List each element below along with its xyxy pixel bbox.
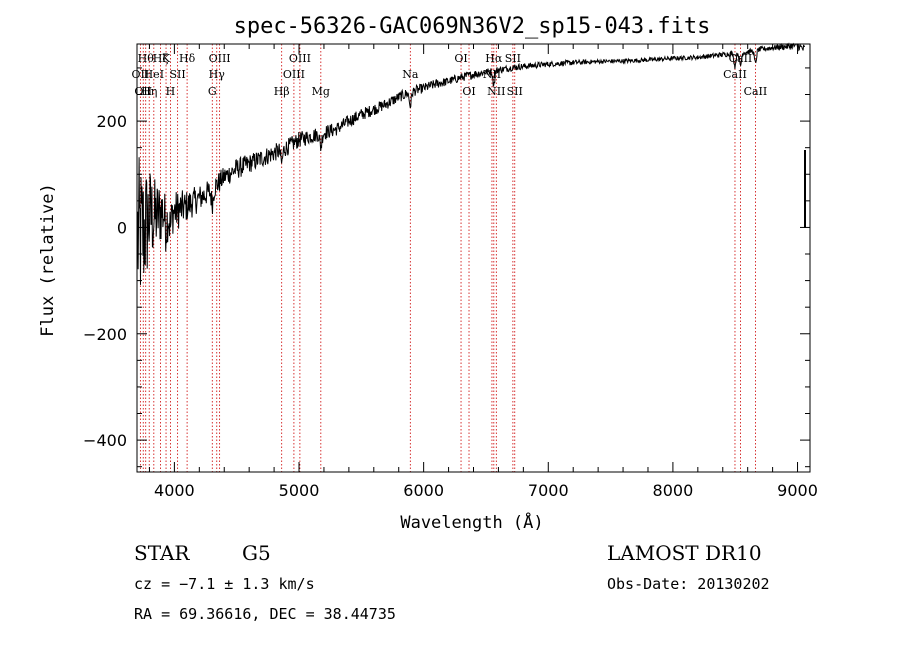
line-label: G xyxy=(208,85,217,98)
line-label: NII xyxy=(487,85,505,98)
line-label: CaII xyxy=(729,52,753,65)
x-ticks: 4000 5000 6000 7000 8000 9000 xyxy=(148,44,818,500)
line-label: Hθ xyxy=(138,52,155,65)
line-labels: OIIOIIHθHηHeIHζKHSIIHδGHγOIIIHβOIIIOIIIM… xyxy=(132,52,768,98)
survey-name: LAMOST DR10 xyxy=(607,541,762,565)
line-label: Hα xyxy=(485,52,503,65)
y-tick-label: 0 xyxy=(117,218,127,237)
line-label: Hη xyxy=(141,85,157,98)
x-tick-label: 7000 xyxy=(528,481,569,500)
line-label: K xyxy=(162,52,171,65)
x-tick-label: 6000 xyxy=(403,481,444,500)
line-label: SII xyxy=(507,85,523,98)
line-label: CaII xyxy=(744,85,768,98)
y-axis-label: Flux (relative) xyxy=(38,183,58,337)
y-ticks: −400 −200 0 200 xyxy=(83,67,810,468)
line-label: OIII xyxy=(209,52,231,65)
line-label: H xyxy=(166,85,176,98)
chart-title: spec-56326-GAC069N36V2_sp15-043.fits xyxy=(234,14,711,39)
spectrum-line xyxy=(137,42,805,285)
line-label: OI xyxy=(462,85,475,98)
plot-frame xyxy=(136,43,811,473)
x-axis-label: Wavelength (Å) xyxy=(400,511,543,533)
redshift-readout: cz = −7.1 ± 1.3 km/s xyxy=(134,575,315,593)
x-tick-label: 4000 xyxy=(154,481,195,500)
x-tick-label: 8000 xyxy=(653,481,694,500)
x-tick-label: 5000 xyxy=(279,481,320,500)
y-tick-label: 200 xyxy=(96,112,127,131)
line-label: OI xyxy=(454,52,467,65)
line-label: HeI xyxy=(144,68,164,81)
line-label: OIII xyxy=(283,68,305,81)
x-tick-label: 9000 xyxy=(777,481,818,500)
object-subclass: G5 xyxy=(242,541,271,565)
coordinates: RA = 69.36616, DEC = 38.44735 xyxy=(134,605,396,623)
line-label: Hδ xyxy=(179,52,196,65)
line-label: SII xyxy=(505,52,521,65)
line-label: SII xyxy=(170,68,186,81)
line-label: CaII xyxy=(723,68,747,81)
line-markers xyxy=(139,44,756,472)
y-tick-label: −400 xyxy=(83,431,127,450)
line-label: Na xyxy=(402,68,419,81)
object-class: STAR xyxy=(134,541,190,565)
y-tick-label: −200 xyxy=(83,325,127,344)
line-label: OIII xyxy=(289,52,311,65)
line-label: Hβ xyxy=(274,85,290,98)
line-label: Mg xyxy=(312,85,330,98)
line-label: OII xyxy=(132,68,150,81)
line-label: Hζ xyxy=(153,52,169,65)
obs-date: Obs-Date: 20130202 xyxy=(607,575,770,593)
line-label: Hγ xyxy=(209,68,226,81)
